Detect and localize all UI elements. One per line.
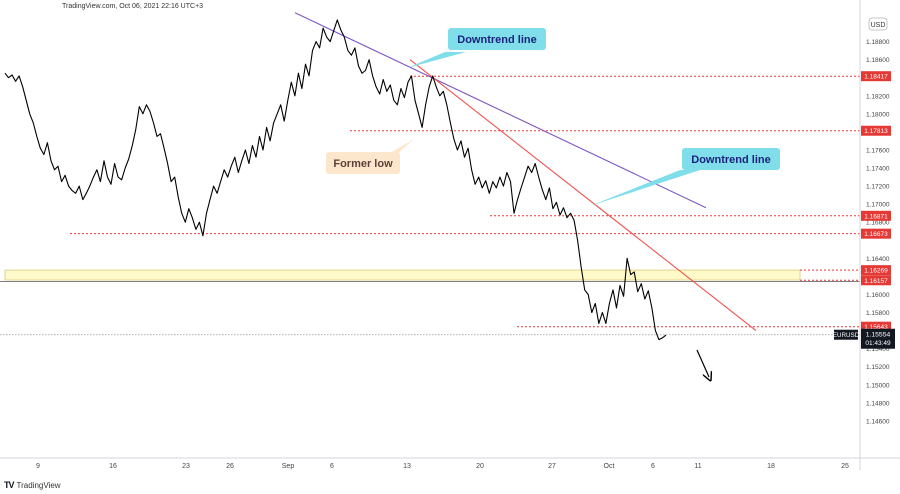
symbol-text: EURUSD bbox=[833, 332, 860, 339]
callout-pointer bbox=[590, 170, 700, 206]
y-tick-label: 1.18800 bbox=[866, 39, 890, 46]
y-tick-label: 1.16800 bbox=[866, 220, 890, 227]
x-tick-label: 6 bbox=[651, 463, 655, 470]
support-zone bbox=[4, 269, 801, 281]
y-tick-label: 1.14600 bbox=[866, 418, 890, 425]
last-price-text: 1.15554 bbox=[866, 332, 891, 339]
y-tick-label: 1.18000 bbox=[866, 111, 890, 118]
callout-box bbox=[682, 148, 780, 170]
callout-text: Downtrend line bbox=[457, 34, 536, 46]
price-level-text: 1.16157 bbox=[864, 278, 888, 285]
price-level-box bbox=[861, 125, 891, 136]
y-tick-label: 1.15800 bbox=[866, 310, 890, 317]
x-tick-label: 6 bbox=[330, 463, 334, 470]
price-level-text: 1.16871 bbox=[864, 213, 888, 220]
x-tick-label: Oct bbox=[604, 463, 615, 470]
currency-box bbox=[868, 17, 888, 31]
y-tick-label: 1.17200 bbox=[866, 184, 890, 191]
y-tick-label: 1.18200 bbox=[866, 93, 890, 100]
currency-label[interactable]: USD bbox=[868, 17, 888, 31]
y-tick-label: 1.14800 bbox=[866, 400, 890, 407]
price-level-label: 1.18417 bbox=[861, 71, 891, 82]
price-level-text: 1.18417 bbox=[864, 74, 888, 81]
x-tick-label: Sep bbox=[282, 463, 295, 470]
price-level-text: 1.17813 bbox=[864, 128, 888, 135]
projection-arrow bbox=[696, 349, 709, 377]
price-level-box bbox=[861, 265, 891, 276]
callout-box bbox=[448, 28, 546, 50]
price-level-label: 1.16871 bbox=[861, 210, 891, 221]
symbol-label[interactable]: EURUSD bbox=[833, 329, 860, 340]
y-tick-label: 1.15400 bbox=[866, 346, 890, 353]
tradingview-logo-text: TradingView bbox=[16, 480, 61, 490]
x-tick-label: 20 bbox=[476, 463, 484, 470]
y-tick-label: 1.15000 bbox=[866, 382, 890, 389]
price-level-box bbox=[861, 210, 891, 221]
x-tick-label: 25 bbox=[841, 463, 849, 470]
x-tick-label: 18 bbox=[767, 463, 775, 470]
trendline-lower[interactable] bbox=[409, 59, 757, 332]
callout-text: Former low bbox=[333, 158, 393, 170]
callout-former-low: Former low bbox=[326, 139, 414, 174]
y-tick-label: 1.16000 bbox=[866, 292, 890, 299]
price-level-text: 1.16673 bbox=[864, 231, 888, 238]
callout-text: Downtrend line bbox=[691, 154, 770, 166]
y-tick-label: 1.16400 bbox=[866, 256, 890, 263]
y-tick-label: 1.15200 bbox=[866, 364, 890, 371]
symbol-box bbox=[834, 329, 858, 340]
y-tick-label: 1.17600 bbox=[866, 147, 890, 154]
x-tick-label: 23 bbox=[182, 463, 190, 470]
price-level-box bbox=[861, 228, 891, 239]
price-level-label: 1.16673 bbox=[861, 228, 891, 239]
price-level-box bbox=[861, 321, 891, 332]
x-tick-label: 9 bbox=[36, 463, 40, 470]
x-tick-label: 11 bbox=[694, 463, 701, 470]
x-tick-label: 26 bbox=[226, 463, 234, 470]
chart-source-label: TradingView.com, Oct 06, 2021 22:16 UTC+… bbox=[62, 3, 204, 10]
y-tick-label: 1.18600 bbox=[866, 57, 890, 64]
x-tick-label: 16 bbox=[109, 463, 117, 470]
currency-text: USD bbox=[871, 22, 886, 29]
tradingview-logo-icon: TV bbox=[4, 480, 14, 490]
y-tick-label: 1.17400 bbox=[866, 166, 890, 173]
x-tick-label: 27 bbox=[548, 463, 556, 470]
callout-box bbox=[326, 152, 400, 174]
countdown-text: 01:43:49 bbox=[865, 340, 891, 347]
price-level-label: 1.16157 bbox=[861, 275, 891, 286]
price-series-line bbox=[4, 19, 667, 341]
price-level-label: 1.16269 bbox=[861, 265, 891, 276]
callout-downtrend-line-1: Downtrend line bbox=[407, 28, 546, 68]
callout-downtrend-line-2: Downtrend line bbox=[590, 148, 780, 206]
callout-pointer bbox=[385, 139, 414, 156]
x-tick-label: 13 bbox=[403, 463, 411, 470]
price-level-text: 1.16269 bbox=[864, 268, 888, 275]
tradingview-logo[interactable]: TV TradingView bbox=[4, 480, 61, 490]
price-level-label: 1.15643 bbox=[861, 321, 891, 332]
price-level-text: 1.15643 bbox=[864, 324, 888, 331]
price-level-label: 1.17813 bbox=[861, 125, 891, 136]
price-level-box bbox=[861, 71, 891, 82]
price-level-box bbox=[861, 275, 891, 286]
last-price-box bbox=[861, 328, 895, 349]
y-tick-label: 1.17000 bbox=[866, 202, 890, 209]
callout-pointer bbox=[407, 52, 466, 68]
trendline-upper[interactable] bbox=[294, 12, 707, 209]
